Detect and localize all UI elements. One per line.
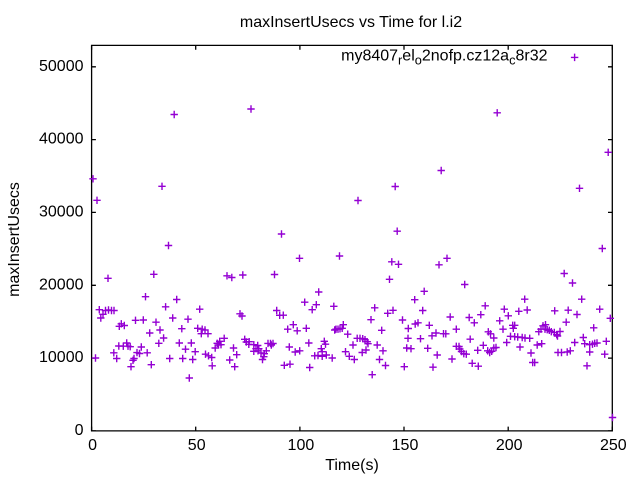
svg-text:my8407relo2nofp.cz12ac8r32: my8407relo2nofp.cz12ac8r32 [341,47,547,67]
svg-text:30000: 30000 [39,203,84,220]
svg-text:0: 0 [88,437,97,454]
svg-text:Time(s): Time(s) [325,457,379,474]
svg-text:40000: 40000 [39,131,84,148]
svg-text:maxInsertUsecs vs Time for l.i: maxInsertUsecs vs Time for l.i2 [240,14,462,31]
svg-text:50000: 50000 [39,58,84,75]
svg-text:10000: 10000 [39,349,84,366]
svg-text:0: 0 [75,422,84,439]
svg-text:100: 100 [288,437,315,454]
svg-text:250: 250 [600,437,627,454]
svg-text:maxInsertUsecs: maxInsertUsecs [6,182,23,297]
svg-text:200: 200 [496,437,523,454]
svg-text:50: 50 [188,437,206,454]
svg-text:20000: 20000 [39,276,84,293]
svg-text:150: 150 [392,437,419,454]
